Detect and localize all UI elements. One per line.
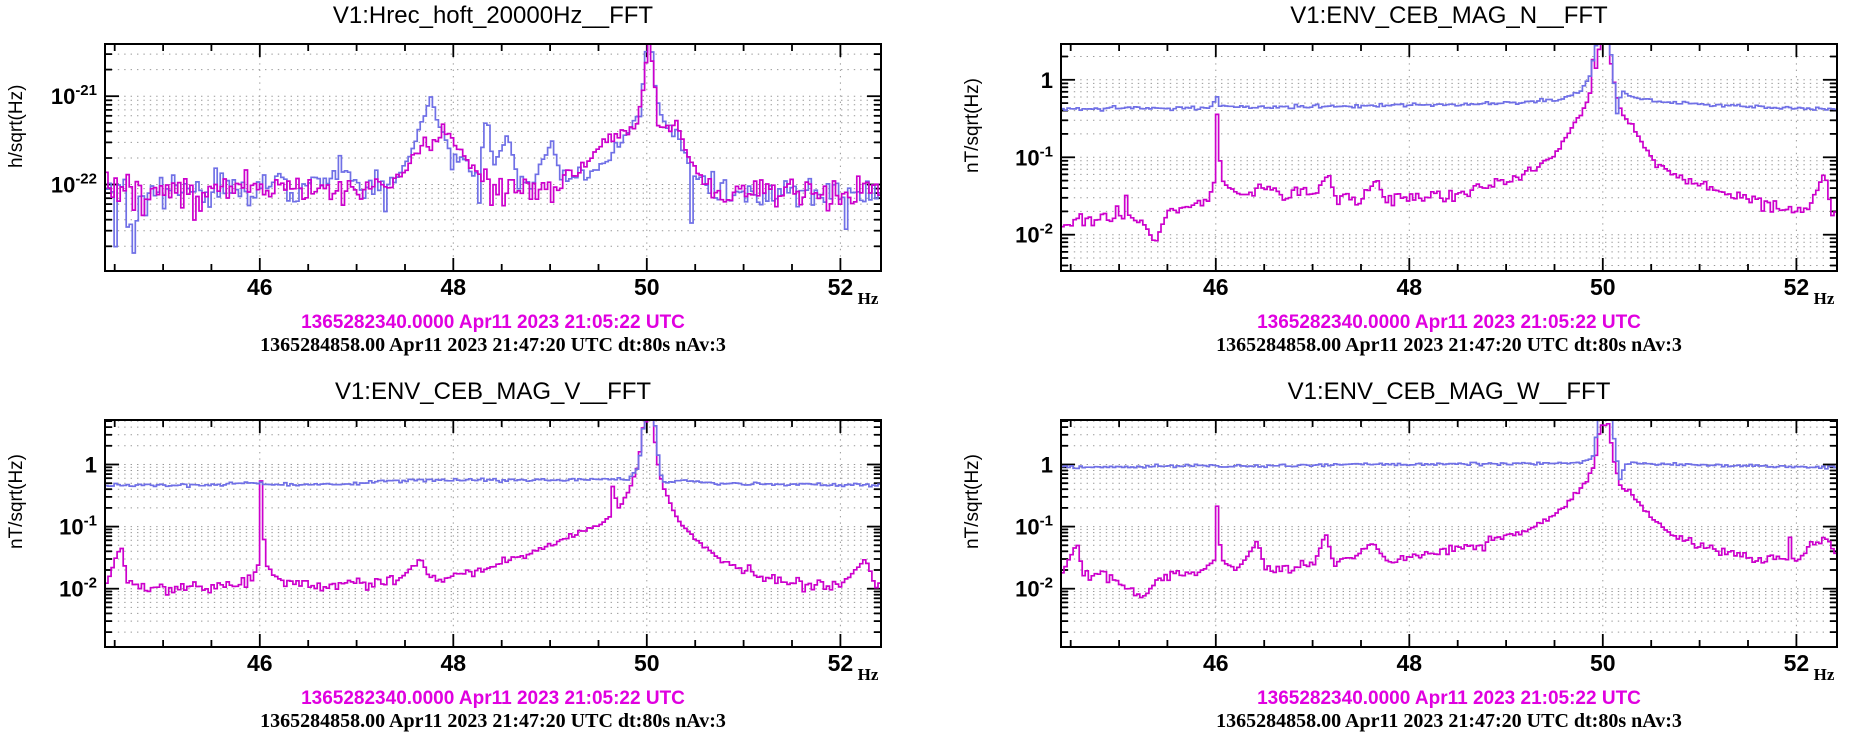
x-tick-label: 52 (1784, 650, 1810, 676)
y-tick-label: 1 (85, 452, 97, 477)
x-tick-label: 52 (828, 274, 854, 300)
trace-blue-trace (1061, 44, 1837, 115)
plot-title: V1:ENV_CEB_MAG_N__FFT (1290, 2, 1608, 29)
trace-magenta-trace (105, 44, 881, 221)
x-tick-label: 48 (441, 274, 467, 300)
x-tick-label: 46 (1203, 650, 1229, 676)
x-axis-unit-label: Hz (1814, 665, 1835, 684)
y-tick-label: 10-21 (51, 82, 97, 109)
x-tick-label: 46 (247, 650, 273, 676)
y-tick-label: 10-2 (1015, 221, 1053, 248)
current-time-caption: 1365284858.00 Apr11 2023 21:47:20 UTC dt… (260, 334, 726, 356)
x-tick-label: 52 (828, 650, 854, 676)
y-tick-label: 10-1 (59, 513, 97, 540)
y-tick-label: 10-22 (51, 171, 97, 198)
trace-blue-trace (1061, 420, 1837, 481)
plot-canvas: 1 10-1 10-2 46 48 50 52 Hz (59, 419, 882, 684)
plot-title: V1:ENV_CEB_MAG_V__FFT (334, 378, 652, 405)
x-tick-label: 48 (1397, 650, 1423, 676)
plot-title: V1:ENV_CEB_MAG_W__FFT (1287, 378, 1611, 405)
reference-time-caption: 1365282340.0000 Apr11 2023 21:05:22 UTC (301, 312, 685, 333)
x-tick-label: 50 (634, 274, 660, 300)
fft-panel-env-ceb-mag-n: V1:ENV_CEB_MAG_N__FFT nT/sqrt(Hz) 1 10-1 1… (936, 0, 1873, 366)
fft-panel-env-ceb-mag-w: V1:ENV_CEB_MAG_W__FFT nT/sqrt(Hz) 1 10-1 1… (936, 366, 1873, 733)
plot-title: V1:Hrec_hoft_20000Hz__FFT (332, 2, 654, 29)
y-tick-label: 1 (1041, 68, 1053, 93)
x-tick-label: 50 (634, 650, 660, 676)
reference-time-caption: 1365282340.0000 Apr11 2023 21:05:22 UTC (301, 688, 685, 709)
y-tick-label: 10-1 (1015, 143, 1053, 170)
reference-time-caption: 1365282340.0000 Apr11 2023 21:05:22 UTC (1257, 688, 1641, 709)
x-tick-label: 52 (1784, 274, 1810, 300)
current-time-caption: 1365284858.00 Apr11 2023 21:47:20 UTC dt… (1216, 334, 1682, 356)
plot-canvas: 1 10-1 10-2 46 48 50 52 Hz (1015, 419, 1838, 684)
x-axis-unit-label: Hz (858, 665, 879, 684)
x-tick-label: 50 (1590, 650, 1616, 676)
x-tick-label: 48 (441, 650, 467, 676)
x-axis-unit-label: Hz (1814, 289, 1835, 308)
y-tick-label: 1 (1041, 452, 1053, 477)
y-tick-label: 10-1 (1015, 513, 1053, 540)
y-tick-label: 10-2 (1015, 575, 1053, 602)
plot-canvas: 1 10-1 10-2 46 48 50 52 Hz (1015, 43, 1838, 308)
x-tick-label: 48 (1397, 274, 1423, 300)
trace-magenta-trace (1061, 44, 1837, 242)
axis-frame (104, 419, 882, 648)
x-tick-label: 46 (1203, 274, 1229, 300)
x-tick-label: 46 (247, 274, 273, 300)
axis-frame (104, 43, 882, 272)
current-time-caption: 1365284858.00 Apr11 2023 21:47:20 UTC dt… (1216, 710, 1682, 732)
y-tick-label: 10-2 (59, 575, 97, 602)
trace-magenta-trace (105, 420, 881, 596)
reference-time-caption: 1365282340.0000 Apr11 2023 21:05:22 UTC (1257, 312, 1641, 333)
axis-frame (1060, 419, 1838, 648)
x-tick-label: 50 (1590, 274, 1616, 300)
x-axis-unit-label: Hz (858, 289, 879, 308)
current-time-caption: 1365284858.00 Apr11 2023 21:47:20 UTC dt… (260, 710, 726, 732)
trace-blue-trace (105, 420, 881, 489)
axis-frame (1060, 43, 1838, 272)
fft-panel-env-ceb-mag-v: V1:ENV_CEB_MAG_V__FFT nT/sqrt(Hz) 1 10-1 1… (0, 366, 936, 733)
fft-panel-v1-hrec-hoft: V1:Hrec_hoft_20000Hz__FFT h/sqrt(Hz) 10-… (0, 0, 936, 366)
trace-magenta-trace (1061, 422, 1837, 599)
plot-canvas: 10-21 10-22 46 48 50 52 Hz (51, 43, 882, 308)
